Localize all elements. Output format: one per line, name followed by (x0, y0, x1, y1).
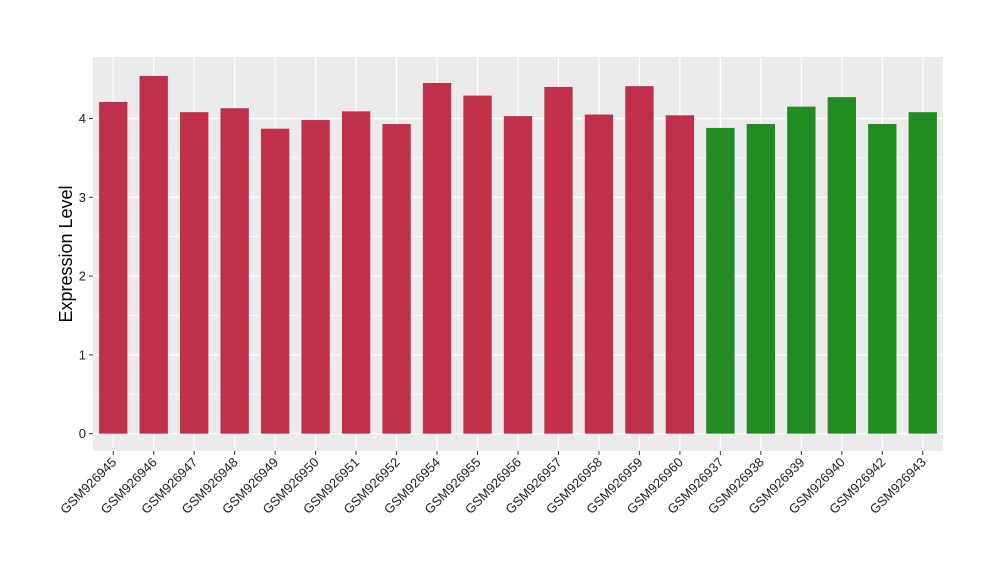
bar (220, 108, 249, 434)
bar (463, 95, 492, 434)
bar (382, 123, 411, 434)
bar (746, 123, 776, 434)
bar (908, 112, 937, 434)
y-axis: 0 1 2 3 4 (79, 111, 93, 441)
bar (706, 127, 735, 434)
bar (422, 83, 452, 434)
y-tick-label: 3 (79, 190, 86, 205)
y-tick-label: 1 (79, 347, 86, 362)
bar (503, 116, 533, 434)
bar (625, 86, 654, 434)
bar (99, 101, 128, 434)
y-axis-title: Expression Level (56, 185, 76, 322)
bar (787, 106, 816, 434)
bar (341, 111, 371, 434)
y-tick-label: 4 (79, 111, 86, 126)
y-tick-label: 2 (79, 269, 86, 284)
bar (139, 75, 168, 434)
bar (827, 97, 856, 434)
bar (301, 120, 330, 434)
x-axis: GSM926945GSM926946GSM926947GSM926948GSM9… (57, 451, 929, 517)
y-tick-label: 0 (79, 426, 86, 441)
bar (260, 128, 290, 434)
bar (868, 123, 897, 434)
bar (544, 86, 573, 434)
bar (180, 112, 209, 434)
bar (584, 114, 614, 434)
bar (665, 115, 695, 434)
bars (99, 75, 937, 434)
